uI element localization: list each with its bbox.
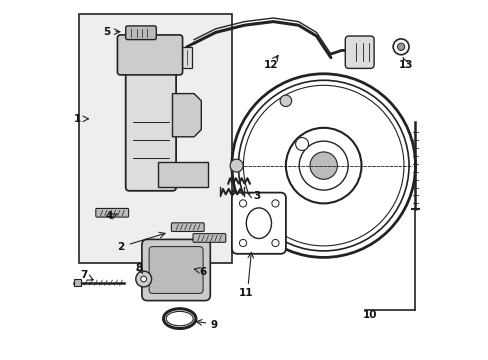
Bar [79,14,231,263]
Text: 13: 13 [398,60,412,70]
FancyBboxPatch shape [142,239,210,301]
Polygon shape [158,162,208,187]
Circle shape [230,159,243,172]
Text: 10: 10 [363,310,377,320]
Text: 12: 12 [264,60,278,70]
FancyBboxPatch shape [96,208,128,217]
FancyBboxPatch shape [345,36,373,68]
FancyBboxPatch shape [117,35,182,75]
FancyBboxPatch shape [171,223,204,231]
Circle shape [271,200,279,207]
Text: 9: 9 [210,320,217,330]
FancyBboxPatch shape [231,193,285,254]
Text: 2: 2 [117,242,123,252]
Text: 7: 7 [81,270,88,280]
Text: 1: 1 [73,114,81,124]
FancyBboxPatch shape [149,247,203,293]
Circle shape [295,138,308,150]
Circle shape [239,200,246,207]
Text: 4: 4 [105,211,113,221]
Circle shape [141,276,146,282]
Circle shape [397,43,404,50]
Text: 6: 6 [199,267,206,277]
Circle shape [280,95,291,107]
FancyBboxPatch shape [193,234,225,242]
FancyBboxPatch shape [125,26,156,40]
Text: 8: 8 [136,263,142,273]
Bar [168,47,192,68]
Text: 3: 3 [253,191,260,201]
Circle shape [136,271,151,287]
Circle shape [239,239,246,247]
FancyBboxPatch shape [125,68,176,191]
Circle shape [271,239,279,247]
Text: 11: 11 [239,288,253,298]
Polygon shape [172,94,201,137]
Text: 5: 5 [103,27,110,37]
Bar [73,279,81,286]
Circle shape [309,152,337,179]
